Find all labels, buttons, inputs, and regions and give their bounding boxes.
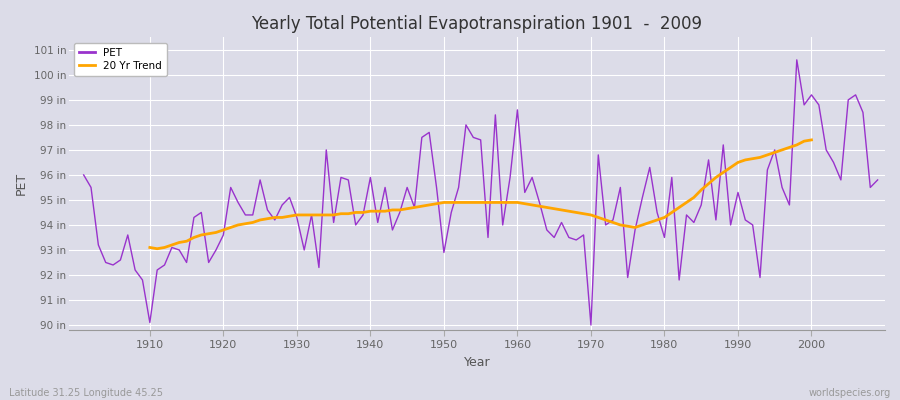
Title: Yearly Total Potential Evapotranspiration 1901  -  2009: Yearly Total Potential Evapotranspiratio… [251,15,703,33]
PET [78,172,89,177]
PET [608,218,618,222]
PET [299,248,310,252]
20 Yr Trend [321,212,332,217]
20 Yr Trend [232,222,243,227]
20 Yr Trend [798,139,809,144]
PET [586,323,597,328]
PET [137,278,148,282]
PET [505,175,516,180]
20 Yr Trend [806,138,817,142]
Line: 20 Yr Trend: 20 Yr Trend [149,140,812,249]
Line: PET: PET [84,60,878,325]
Legend: PET, 20 Yr Trend: PET, 20 Yr Trend [74,42,167,76]
20 Yr Trend [144,245,155,250]
20 Yr Trend [306,212,317,217]
PET [512,108,523,112]
20 Yr Trend [791,142,802,147]
20 Yr Trend [152,246,163,251]
PET [791,58,802,62]
PET [343,178,354,182]
Y-axis label: PET: PET [15,172,28,195]
20 Yr Trend [710,175,721,180]
X-axis label: Year: Year [464,356,490,369]
PET [872,178,883,182]
Text: worldspecies.org: worldspecies.org [809,388,891,398]
Text: Latitude 31.25 Longitude 45.25: Latitude 31.25 Longitude 45.25 [9,388,163,398]
